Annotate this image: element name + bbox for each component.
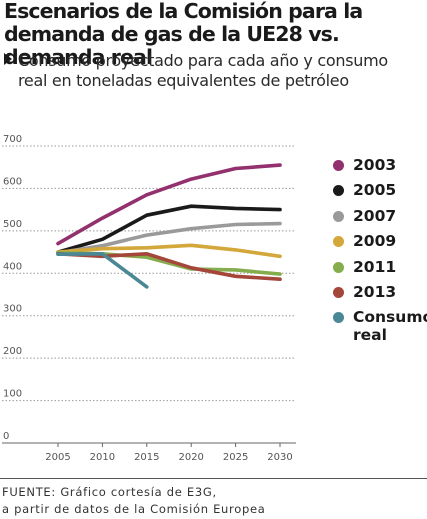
source-note: FUENTE: Gráfico cortesía de E3G, a parti…: [2, 484, 422, 518]
legend-item-2007: 2007: [331, 207, 427, 232]
y-tick-label: 0: [3, 431, 9, 442]
legend-dot-icon: [333, 210, 344, 222]
series-line-2003: [56, 163, 282, 246]
legend-label: 2013: [353, 282, 397, 301]
series-line-2007: [56, 221, 282, 255]
x-axis-ticks: 2005 2010 2015 2020 2025 2030: [45, 443, 293, 463]
legend-label: 2003: [353, 156, 397, 174]
legend-item-2013: 2013: [331, 283, 427, 308]
source-line-1: FUENTE: Gráfico cortesía de E3G,: [2, 485, 217, 499]
y-tick-label: 700: [3, 134, 22, 145]
y-tick-label: 300: [3, 304, 22, 315]
legend-label: 2005: [353, 181, 397, 200]
y-tick-label: 200: [3, 346, 22, 357]
subtitle-line-2: real en toneladas equivalentes de petról…: [18, 71, 349, 90]
y-axis-ticks: 0 100 200 300 400 500 600 700: [3, 134, 22, 442]
chart-title: Escenarios de la Comisión para la demand…: [4, 0, 363, 69]
x-tick-label: 2010: [90, 452, 115, 463]
legend-label: 2007: [353, 206, 397, 225]
legend-item-consumo-real: Consumo real: [331, 308, 427, 344]
series-layer: [56, 163, 282, 289]
legend-label: 2011: [353, 257, 397, 276]
legend-dot-icon: [333, 236, 344, 248]
y-tick-label: 600: [3, 176, 22, 187]
series-line-2013: [56, 252, 282, 282]
x-tick-label: 2020: [178, 452, 203, 463]
series-line-2005: [56, 204, 282, 254]
legend-dot-icon: [333, 185, 344, 197]
legend-item-2003: 2003: [331, 156, 427, 181]
legend-label: Consumo real: [353, 308, 427, 345]
series-line-consumo-real: [56, 252, 149, 289]
chart-subtitle: Consumo proyectado para cada año y consu…: [4, 51, 424, 91]
triangle-bullet-icon: [4, 53, 12, 65]
source-line-2: a partir de datos de la Comisión Europea: [2, 502, 266, 516]
source-divider: [0, 478, 427, 479]
x-tick-label: 2015: [134, 452, 159, 463]
legend-dot-icon: [333, 160, 344, 171]
subtitle-line-1: Consumo proyectado para cada año y consu…: [18, 51, 388, 70]
legend-item-2011: 2011: [331, 258, 427, 283]
x-tick-label: 2030: [267, 452, 292, 463]
legend-dot-icon: [333, 312, 344, 324]
grid-layer: [2, 145, 296, 444]
legend-dot-icon: [333, 261, 344, 273]
x-tick-label: 2005: [45, 452, 70, 463]
legend-dot-icon: [333, 286, 344, 298]
series-line-2009: [56, 243, 282, 259]
x-tick-label: 2025: [223, 452, 248, 463]
legend-item-2005: 2005: [331, 181, 427, 206]
y-tick-label: 500: [3, 219, 22, 230]
legend-item-2009: 2009: [331, 232, 427, 257]
legend-label: 2009: [353, 232, 397, 251]
y-tick-label: 100: [3, 389, 22, 400]
y-tick-label: 400: [3, 261, 22, 272]
legend: 2003 2005 2007 2009 2011 2013 Consumo real: [331, 156, 427, 344]
